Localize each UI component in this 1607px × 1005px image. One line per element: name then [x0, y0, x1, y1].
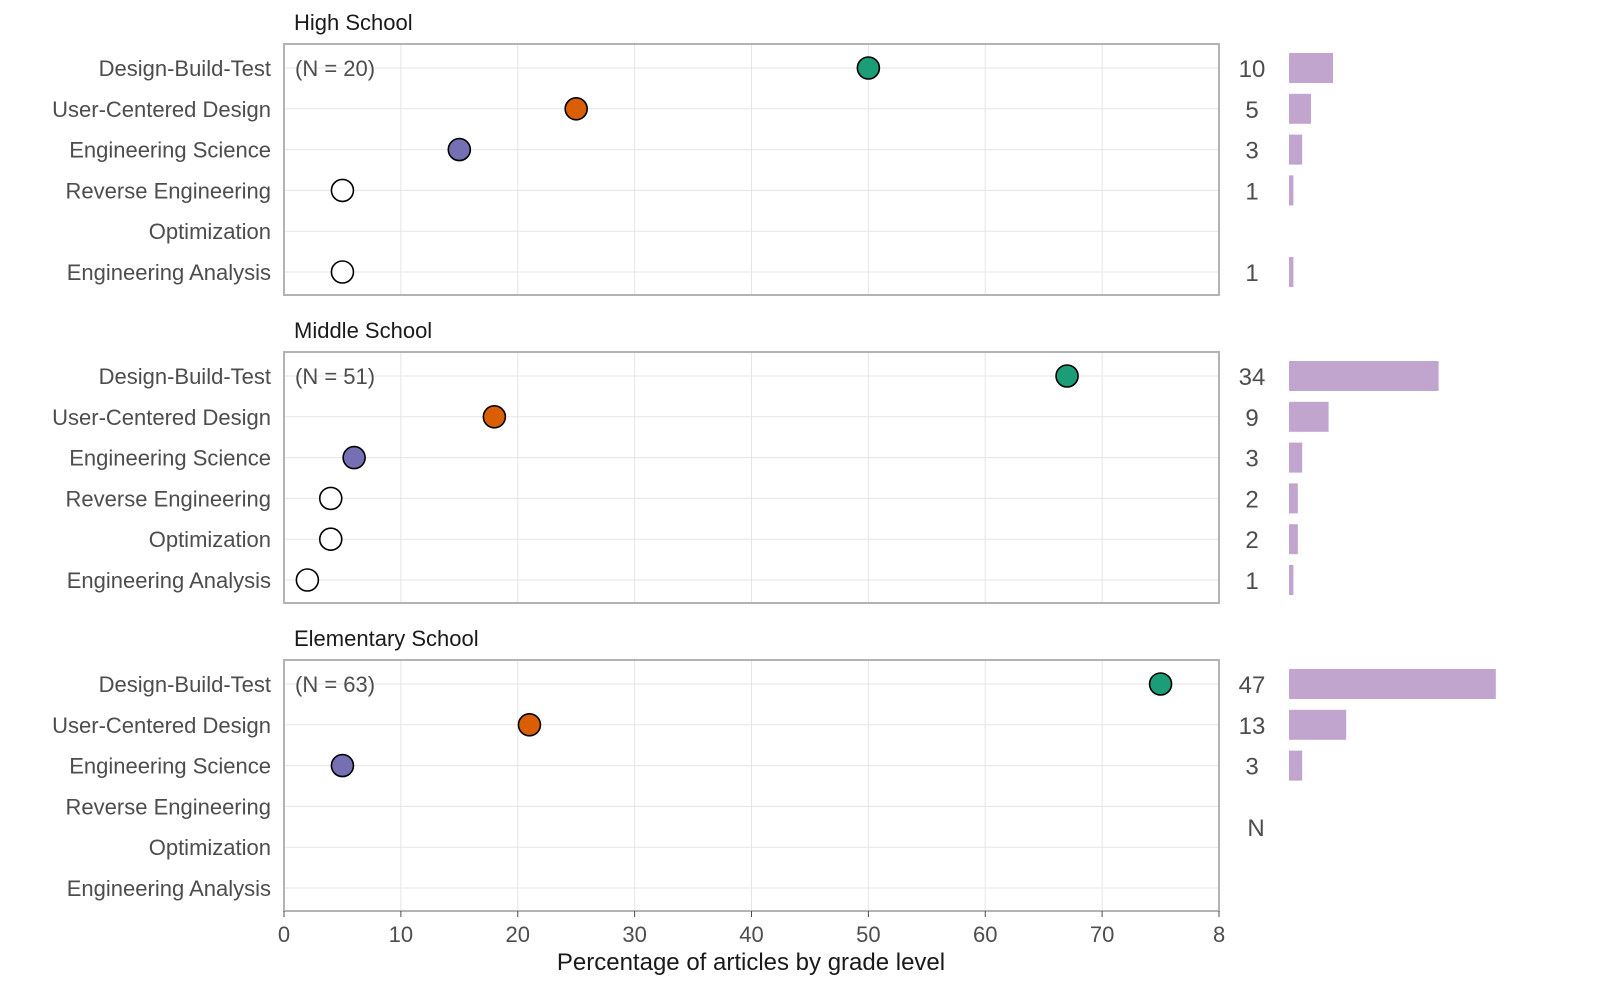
data-point	[330, 260, 355, 284]
count-label: 1	[1245, 178, 1258, 205]
category-label: Design-Build-Test	[99, 672, 271, 697]
category-label: Engineering Science	[69, 754, 271, 779]
category-label: Engineering Science	[69, 446, 271, 471]
x-tick-label: 50	[856, 922, 880, 947]
count-bar	[1289, 669, 1496, 699]
count-label: 13	[1239, 713, 1266, 740]
data-point	[517, 712, 542, 737]
count-label: 47	[1239, 672, 1266, 699]
x-tick-label: 70	[1090, 922, 1114, 947]
category-label: Engineering Analysis	[67, 568, 271, 593]
count-label: 1	[1245, 260, 1258, 287]
data-point	[856, 56, 881, 80]
x-tick-label: 20	[506, 922, 530, 947]
data-point	[318, 527, 343, 552]
count-bar	[1289, 175, 1294, 206]
count-label: 5	[1245, 97, 1258, 124]
x-axis-title: Percentage of articles by grade level	[557, 949, 945, 976]
count-bar	[1289, 401, 1329, 432]
category-label: Reverse Engineering	[66, 178, 271, 203]
data-point	[447, 137, 472, 162]
x-tick-label: 40	[739, 922, 763, 947]
data-point	[342, 445, 366, 470]
data-point	[330, 753, 355, 778]
count-label: 9	[1245, 405, 1258, 432]
category-label: Engineering Analysis	[67, 876, 271, 901]
count-bar	[1289, 134, 1303, 165]
x-tick-label: 0	[278, 922, 290, 947]
count-bar	[1289, 93, 1311, 124]
count-bar	[1289, 483, 1298, 514]
count-label: 1	[1245, 568, 1258, 595]
panel-title: Middle School	[294, 318, 432, 343]
count-bar	[1289, 524, 1298, 555]
panel-title: Elementary School	[294, 626, 479, 651]
category-label: Engineering Science	[69, 138, 271, 163]
count-label: 2	[1245, 527, 1258, 554]
category-label: Design-Build-Test	[99, 56, 271, 81]
count-bar	[1289, 565, 1294, 595]
count-axis-label: N	[1247, 815, 1264, 842]
count-label: 10	[1239, 56, 1266, 83]
panel-n-label: (N = 63)	[295, 672, 375, 697]
category-label: Engineering Analysis	[67, 260, 271, 285]
count-label: 3	[1245, 446, 1258, 473]
count-bar	[1289, 442, 1303, 473]
data-point	[1055, 364, 1079, 388]
x-tick-label: 30	[622, 922, 646, 947]
data-point	[318, 486, 343, 511]
count-label: 3	[1245, 754, 1258, 781]
panel-border	[283, 351, 1220, 604]
count-bar	[1289, 709, 1347, 740]
category-label: Reverse Engineering	[66, 794, 271, 819]
count-bar	[1289, 750, 1303, 781]
panel-title: High School	[294, 10, 413, 35]
count-label: 3	[1245, 138, 1258, 165]
count-bar	[1289, 257, 1294, 287]
panel-n-label: (N = 51)	[295, 364, 375, 389]
panel-n-label: (N = 20)	[295, 56, 375, 81]
category-label: User-Centered Design	[52, 405, 271, 430]
count-bar	[1289, 53, 1333, 83]
data-point	[330, 178, 355, 203]
data-point	[482, 404, 507, 429]
category-label: Reverse Engineering	[66, 486, 271, 511]
x-tick-label: 60	[973, 922, 997, 947]
data-point	[295, 568, 320, 592]
category-label: User-Centered Design	[52, 713, 271, 738]
category-label: Optimization	[149, 527, 271, 552]
count-label: 34	[1239, 364, 1266, 391]
x-tick-label: 8	[1213, 922, 1225, 947]
category-label: Optimization	[149, 835, 271, 860]
x-tick-label: 10	[389, 922, 413, 947]
data-point	[564, 97, 588, 121]
category-label: Optimization	[149, 219, 271, 244]
category-label: Design-Build-Test	[99, 364, 271, 389]
category-label: User-Centered Design	[52, 97, 271, 122]
count-label: 2	[1245, 486, 1258, 513]
panel-border	[283, 43, 1220, 296]
count-bar	[1289, 361, 1439, 391]
data-point	[1148, 672, 1173, 696]
